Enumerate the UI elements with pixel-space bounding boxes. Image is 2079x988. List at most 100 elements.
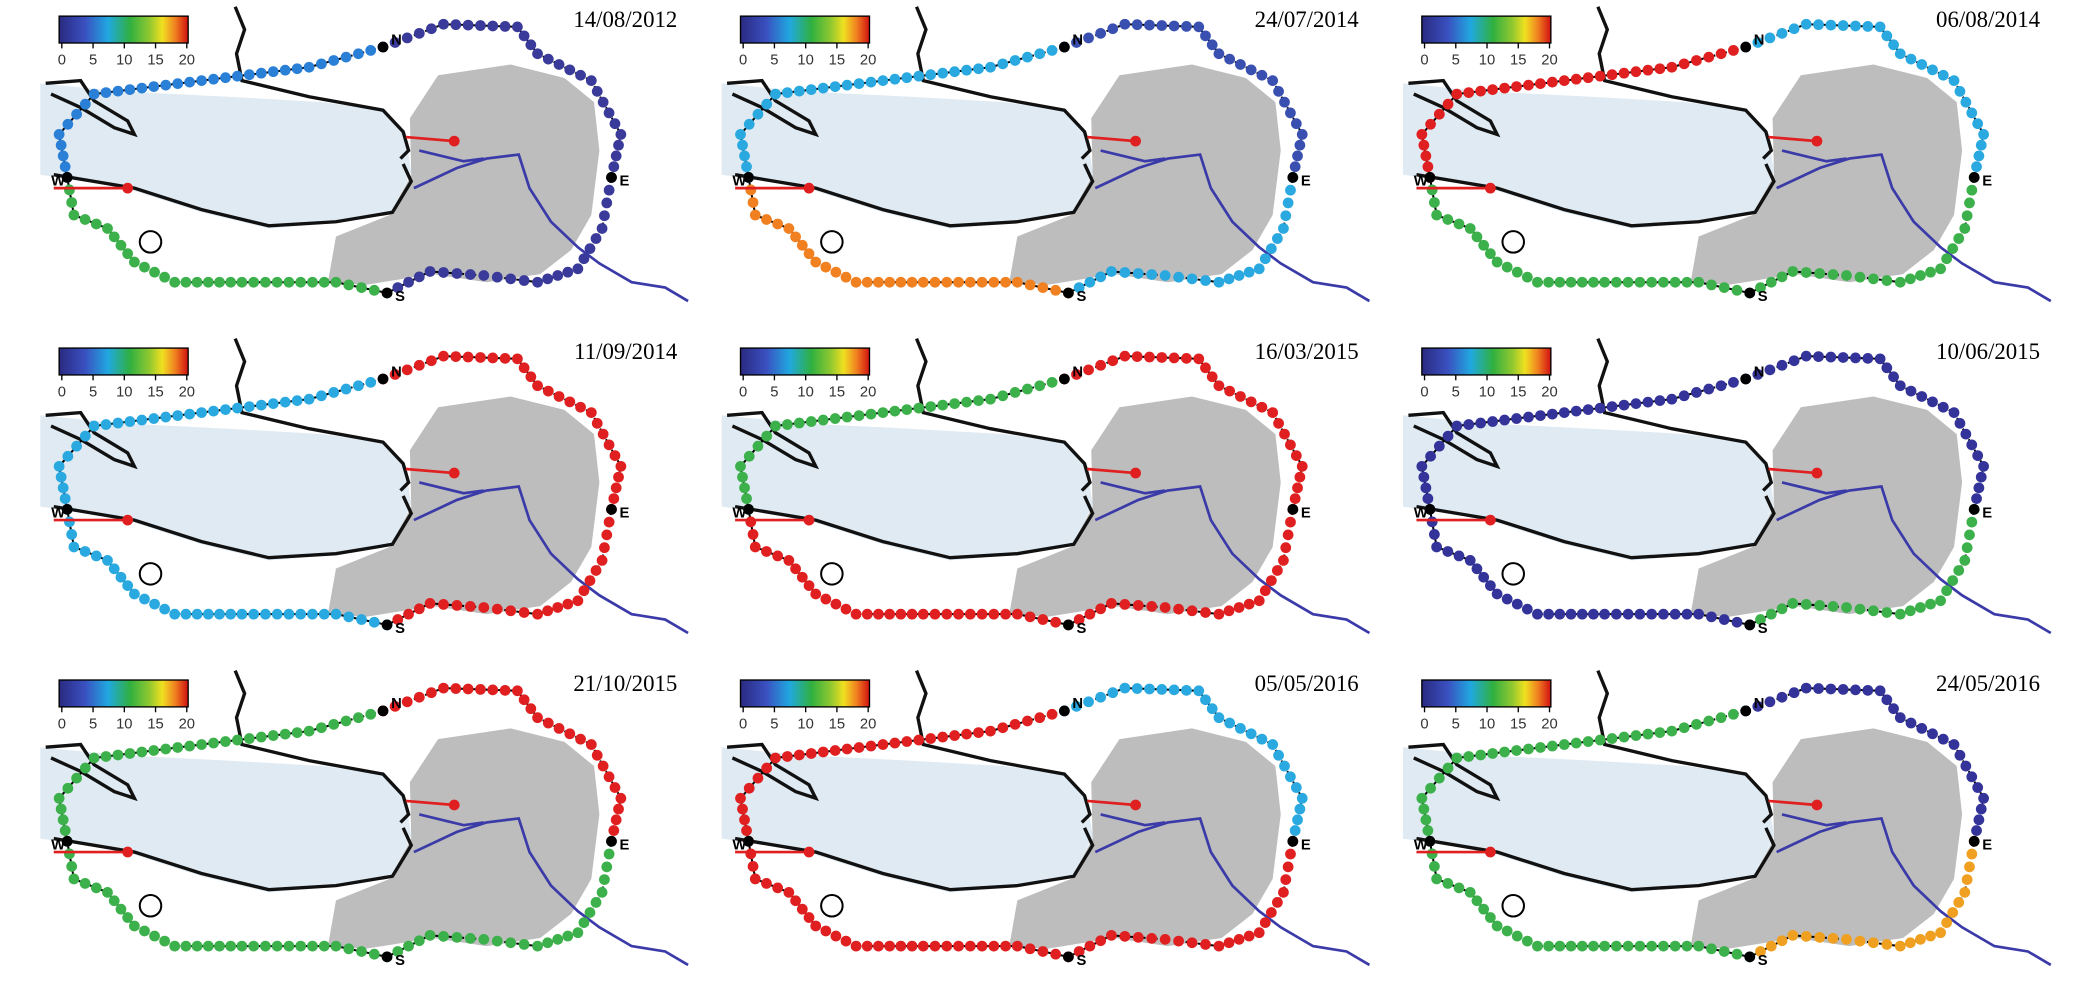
sample-dot — [1594, 70, 1606, 82]
sample-dot — [1511, 745, 1522, 756]
sample-dot — [1279, 428, 1290, 440]
sample-dot — [66, 529, 78, 540]
compass-point — [1287, 172, 1299, 183]
sample-dot — [1292, 814, 1303, 826]
sample-dot — [330, 608, 342, 620]
sample-dot — [225, 276, 237, 288]
sample-dot — [1881, 694, 1893, 706]
panel-date: 11/09/2014 — [574, 339, 678, 364]
sample-dot — [615, 460, 627, 472]
sample-dot — [1071, 37, 1082, 48]
compass-point — [381, 287, 393, 299]
sample-dot — [108, 563, 120, 575]
sample-dot — [1223, 937, 1235, 949]
sample-dot — [1144, 351, 1155, 363]
sample-dot — [243, 733, 255, 744]
colorbar-tick-label: 15 — [1510, 53, 1526, 69]
sample-dot — [1267, 739, 1279, 750]
sample-dot — [913, 70, 925, 82]
sample-dot — [752, 440, 764, 452]
sample-dot — [1925, 930, 1936, 942]
sample-dot — [889, 737, 901, 749]
sample-dot — [1975, 139, 1987, 151]
sample-dot — [1576, 276, 1588, 288]
sample-dot — [747, 860, 759, 872]
sample-dot — [291, 727, 303, 738]
sample-dot — [1273, 417, 1284, 429]
sample-dot — [1837, 684, 1849, 695]
sample-dot — [1937, 733, 1949, 745]
colorbar-tick-label: 20 — [860, 716, 876, 732]
sample-dot — [1463, 87, 1475, 98]
sample-dot — [770, 420, 781, 432]
sample-dot — [1213, 276, 1225, 288]
sample-dot — [564, 396, 576, 408]
sample-dot — [615, 129, 627, 140]
sample-dot — [451, 268, 463, 279]
colorbar-tick-label: 20 — [179, 716, 195, 732]
wind-station — [1130, 135, 1141, 147]
compass-point — [61, 835, 73, 847]
sample-dot — [829, 745, 841, 756]
sample-dot — [772, 218, 784, 230]
sample-dot — [208, 405, 219, 417]
sample-dot — [66, 860, 78, 872]
sample-dot — [1206, 371, 1218, 383]
sample-dot — [169, 940, 181, 952]
colorbar-tick-label: 5 — [1452, 716, 1460, 732]
sample-dot — [1501, 925, 1513, 937]
sample-dot — [810, 588, 822, 600]
coastline — [1596, 669, 1774, 824]
sample-dot — [100, 751, 112, 762]
compass-point — [1424, 172, 1436, 183]
sample-dot — [590, 233, 602, 244]
sample-dot — [743, 118, 755, 130]
sample-dot — [1034, 380, 1046, 392]
sample-dot — [1425, 450, 1436, 462]
sample-dot — [1422, 825, 1434, 836]
sample-dot — [1453, 218, 1465, 230]
sample-dot — [225, 608, 237, 620]
sample-dot — [1894, 48, 1906, 60]
sample-dot — [913, 402, 925, 414]
sample-dot — [1827, 933, 1839, 944]
sample-dot — [1666, 393, 1678, 405]
sample-dot — [1223, 605, 1235, 617]
sample-dot — [1485, 912, 1496, 923]
wind-vector — [405, 467, 455, 475]
sample-dot — [1881, 30, 1893, 42]
sample-dot — [1429, 529, 1440, 540]
sample-dot — [243, 69, 255, 81]
sample-dot — [741, 825, 752, 836]
sample-dot — [1630, 398, 1642, 409]
sample-dot — [1787, 598, 1799, 609]
sample-dot — [53, 792, 65, 804]
sample-dot — [1888, 703, 1899, 715]
sample-dot — [172, 78, 184, 89]
sample-dot — [1543, 276, 1554, 288]
river — [413, 149, 689, 303]
colorbar — [1421, 347, 1552, 376]
sample-dot — [1200, 694, 1211, 706]
sample-dot — [1034, 48, 1046, 60]
sample-dot — [1235, 59, 1246, 70]
upland-area — [1009, 64, 1281, 285]
compass-point — [1058, 705, 1070, 717]
sample-dot — [303, 393, 315, 405]
sample-dot — [462, 683, 474, 695]
sample-dot — [542, 937, 554, 949]
sample-dot — [1978, 460, 1989, 472]
sample-dot — [964, 940, 976, 952]
colorbar-tick-label: 20 — [860, 384, 876, 400]
sample-dot — [1296, 792, 1308, 804]
coastline — [734, 495, 1095, 560]
sample-dot — [328, 718, 340, 730]
sample-dot — [749, 541, 761, 553]
sample-dot — [603, 439, 615, 451]
sample-dot — [542, 53, 554, 65]
colorbar — [1421, 15, 1552, 44]
sample-dot — [368, 616, 380, 628]
sample-dot — [1259, 917, 1271, 928]
sample-dot — [1905, 53, 1917, 65]
sample-dot — [961, 64, 972, 76]
